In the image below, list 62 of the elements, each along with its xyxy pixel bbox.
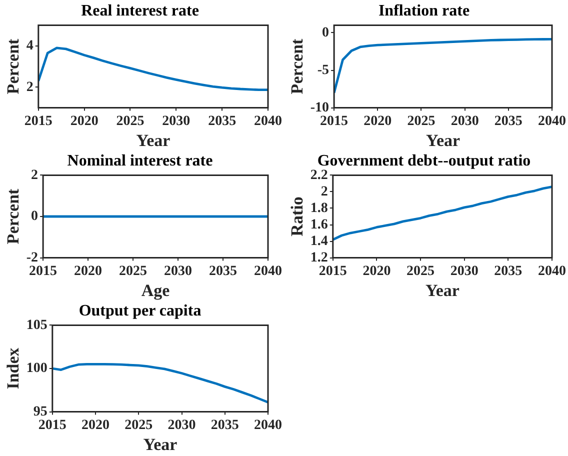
x-tick-label: 2040 bbox=[538, 264, 566, 279]
chart-title: Government debt--output ratio bbox=[317, 152, 531, 170]
chart-title: Inflation rate bbox=[378, 2, 470, 20]
x-tick-label: 2025 bbox=[406, 264, 435, 279]
x-tick-label: 2015 bbox=[318, 264, 347, 279]
y-tick-label: 2 bbox=[26, 80, 34, 95]
y-tick-label: 2.2 bbox=[310, 168, 328, 183]
x-tick-label: 2040 bbox=[254, 264, 282, 279]
y-tick-label: 2 bbox=[320, 184, 328, 200]
y-tick-label: 95 bbox=[33, 404, 48, 420]
x-tick-label: 2035 bbox=[209, 264, 238, 279]
x-tick-label: 2020 bbox=[70, 114, 98, 129]
y-axis-title: Percent bbox=[288, 38, 307, 94]
y-tick-label: 1.8 bbox=[310, 200, 328, 216]
y-tick-label: -2 bbox=[26, 250, 38, 266]
x-tick-label: 2020 bbox=[82, 418, 110, 433]
x-tick-label: 2025 bbox=[124, 418, 153, 433]
chart-title: Nominal interest rate bbox=[67, 152, 213, 170]
y-tick-label: -10 bbox=[310, 100, 330, 116]
y-tick-label: 105 bbox=[26, 318, 48, 333]
x-tick-label: 2030 bbox=[168, 418, 196, 433]
x-tick-label: 2030 bbox=[162, 114, 190, 129]
x-axis-title: Year bbox=[136, 131, 171, 150]
x-tick-label: 2035 bbox=[208, 114, 236, 129]
x-axis-title: Year bbox=[426, 131, 460, 150]
x-tick-label: 2015 bbox=[24, 114, 52, 129]
y-tick-label: 0 bbox=[322, 25, 330, 40]
x-axis-title: Year bbox=[425, 281, 460, 300]
x-tick-label: 2025 bbox=[407, 114, 436, 129]
y-axis-title: Index bbox=[4, 347, 23, 390]
x-tick-label: 2015 bbox=[320, 114, 348, 129]
x-tick-label: 2015 bbox=[29, 264, 58, 279]
x-tick-label: 2040 bbox=[254, 418, 282, 433]
y-axis-title: Percent bbox=[4, 38, 23, 94]
y-tick-label: 0 bbox=[31, 209, 38, 224]
y-tick-label: 100 bbox=[26, 361, 48, 376]
x-axis-title: Age bbox=[141, 281, 170, 300]
x-axis-title: Year bbox=[143, 435, 178, 454]
y-axis-title: Ratio bbox=[288, 196, 307, 236]
x-tick-label: 2035 bbox=[210, 418, 239, 433]
x-tick-label: 2040 bbox=[538, 114, 566, 129]
y-tick-label: 1.4 bbox=[310, 234, 328, 249]
x-tick-label: 2025 bbox=[119, 264, 148, 279]
x-tick-label: 2020 bbox=[364, 114, 392, 129]
x-tick-label: 2020 bbox=[362, 264, 391, 279]
x-tick-label: 2015 bbox=[38, 418, 66, 433]
x-tick-label: 2030 bbox=[164, 264, 192, 279]
x-tick-label: 2035 bbox=[494, 264, 522, 279]
x-tick-label: 2030 bbox=[450, 114, 479, 129]
chart-title: Real interest rate bbox=[81, 2, 199, 20]
x-tick-label: 2035 bbox=[494, 114, 522, 129]
x-tick-label: 2020 bbox=[74, 264, 102, 279]
y-axis-title: Percent bbox=[4, 188, 23, 244]
y-tick-label: -5 bbox=[317, 62, 330, 78]
x-tick-label: 2040 bbox=[254, 114, 282, 129]
chart-title: Output per capita bbox=[78, 302, 202, 320]
y-tick-label: 1.2 bbox=[310, 250, 328, 266]
y-tick-label: 2 bbox=[31, 168, 38, 183]
x-tick-label: 2030 bbox=[450, 264, 478, 279]
y-tick-label: 1.6 bbox=[310, 217, 328, 232]
x-tick-label: 2025 bbox=[116, 114, 144, 129]
y-tick-label: 4 bbox=[26, 38, 34, 54]
